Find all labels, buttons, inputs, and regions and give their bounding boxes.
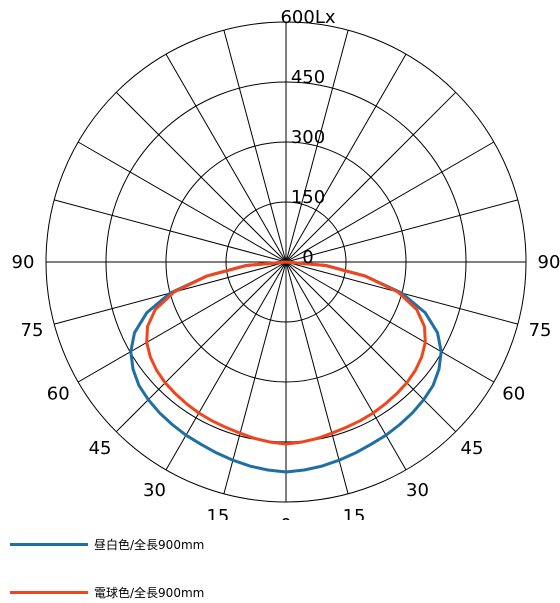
radial-tick-label-4: 600Lx xyxy=(280,7,335,28)
angle-label-left-60: 60 xyxy=(47,384,70,405)
grid-spoke-105 xyxy=(285,199,518,263)
angle-label-right-60: 60 xyxy=(502,384,525,405)
angle-label-left-75: 75 xyxy=(21,320,44,341)
grid-spoke-315 xyxy=(115,261,287,433)
angle-label-right-45: 45 xyxy=(461,438,484,459)
grid-spoke-120 xyxy=(285,141,495,263)
grid-spoke-165 xyxy=(285,30,349,263)
grid-spoke-300 xyxy=(77,261,287,383)
chart-labels: 0 150 300 450 600Lx 90 75 60 45 30 15 15 30 45 60 75 90 0 xyxy=(12,7,560,520)
angle-label-left-90: 90 xyxy=(12,252,35,273)
grid-spoke-195 xyxy=(223,30,287,263)
angle-label-left-30: 30 xyxy=(143,480,166,501)
grid-spoke-240 xyxy=(77,141,287,263)
legend-label-1: 昼白色/全長900mm xyxy=(94,538,205,552)
angle-label-left-45: 45 xyxy=(89,438,112,459)
angle-label-right-15: 15 xyxy=(343,506,366,520)
legend-swatch-1 xyxy=(10,543,88,546)
grid-spoke-150 xyxy=(285,53,407,263)
grid-spoke-255 xyxy=(54,199,287,263)
legend-item-1: 昼白色/全長900mm xyxy=(10,536,204,553)
grid-spoke-30 xyxy=(285,261,407,471)
grid-spoke-60 xyxy=(285,261,495,383)
angle-label-bottom-0: 0 xyxy=(280,515,291,520)
series-line-2 xyxy=(145,260,427,446)
legend-label-2: 電球色/全長900mm xyxy=(94,586,205,600)
radial-tick-label-0: 0 xyxy=(302,247,313,268)
grid-spoke-15 xyxy=(285,261,349,494)
grid-spoke-225 xyxy=(115,91,287,263)
series-line-1 xyxy=(129,260,443,474)
grid-spoke-45 xyxy=(285,261,457,433)
angle-label-right-75: 75 xyxy=(529,320,552,341)
series-layer xyxy=(129,260,443,474)
angle-label-left-15: 15 xyxy=(206,506,229,520)
radial-tick-label-2: 300 xyxy=(291,127,325,148)
polar-grid xyxy=(45,21,527,503)
angle-label-right-30: 30 xyxy=(406,480,429,501)
legend-item-2: 電球色/全長900mm xyxy=(10,584,204,601)
grid-spoke-345 xyxy=(223,261,287,494)
angle-label-right-90: 90 xyxy=(538,252,560,273)
polar-chart: 0 150 300 450 600Lx 90 75 60 45 30 15 15 30 45 60 75 90 0 xyxy=(12,7,560,520)
grid-spoke-330 xyxy=(165,261,287,471)
radial-tick-label-1: 150 xyxy=(291,187,325,208)
legend-swatch-2 xyxy=(10,591,88,594)
radial-tick-label-3: 450 xyxy=(291,67,325,88)
grid-spoke-135 xyxy=(285,91,457,263)
grid-spoke-210 xyxy=(165,53,287,263)
